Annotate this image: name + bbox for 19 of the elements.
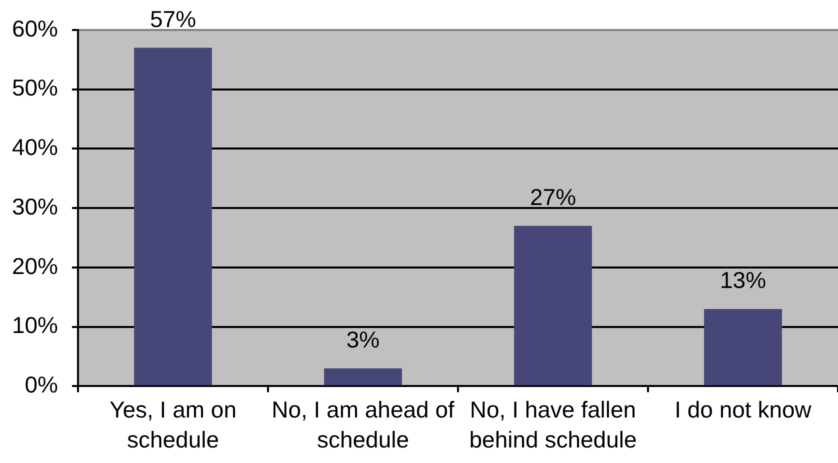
data-label: 3% bbox=[346, 326, 380, 352]
y-tick-label: 20% bbox=[12, 252, 58, 279]
data-label: 57% bbox=[150, 6, 196, 32]
bar bbox=[324, 368, 402, 386]
bar bbox=[134, 48, 212, 386]
x-tick-label: I do not know bbox=[674, 396, 812, 422]
bar bbox=[514, 226, 592, 386]
y-tick-label: 10% bbox=[12, 312, 58, 338]
y-tick-label: 30% bbox=[12, 193, 58, 220]
bar bbox=[704, 309, 782, 386]
y-tick-label: 50% bbox=[12, 74, 58, 101]
y-tick-label: 0% bbox=[24, 372, 58, 398]
data-label: 27% bbox=[530, 184, 576, 210]
x-tick-label: Yes, I am on schedule bbox=[109, 396, 237, 452]
y-tick-label: 60% bbox=[12, 15, 58, 42]
y-tick-label: 40% bbox=[12, 134, 58, 160]
x-tick-label: No, I have fallen behind schedule bbox=[469, 396, 637, 452]
data-label: 13% bbox=[720, 267, 766, 294]
x-tick-label: No, I am ahead of schedule bbox=[272, 396, 456, 452]
